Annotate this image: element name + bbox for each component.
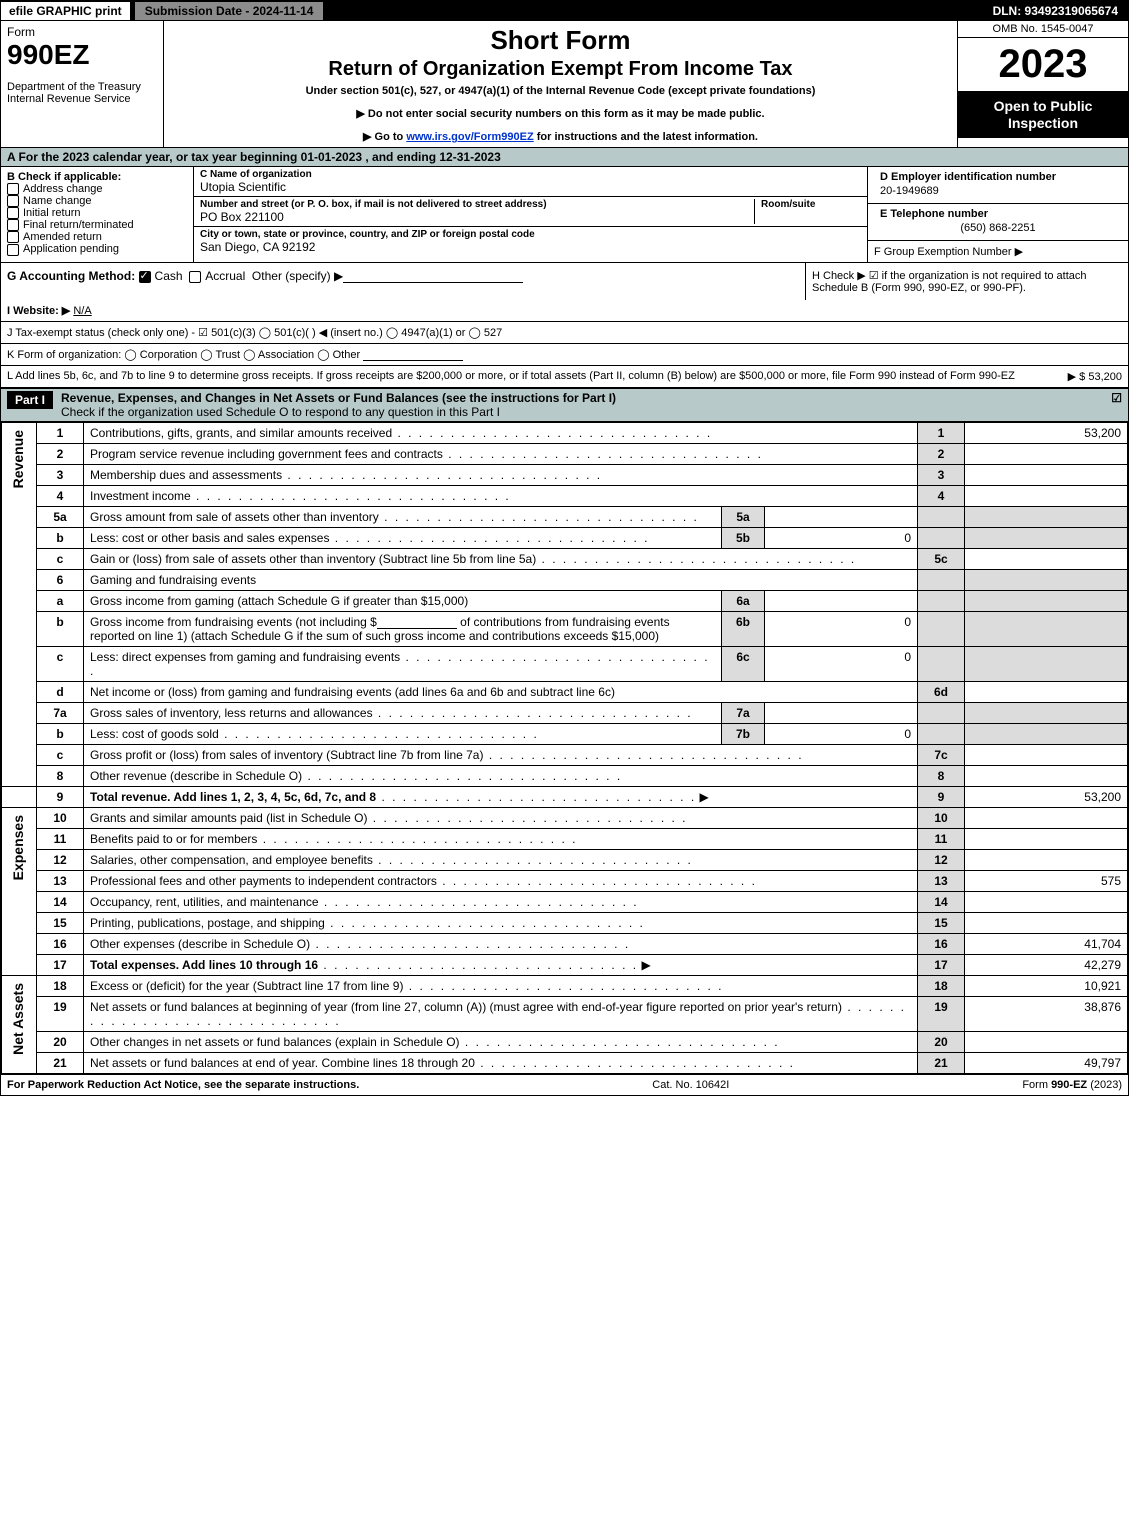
part1-checkbox[interactable]: ☑ bbox=[1111, 391, 1122, 405]
group-exemption: F Group Exemption Number ▶ bbox=[868, 241, 1128, 262]
b-initial-return[interactable]: Initial return bbox=[7, 207, 187, 219]
ssn-note: ▶ Do not enter social security numbers o… bbox=[172, 107, 949, 120]
phone-section: E Telephone number (650) 868-2251 bbox=[868, 204, 1128, 241]
section-l: L Add lines 5b, 6c, and 7b to line 9 to … bbox=[1, 366, 1128, 388]
form-number: 990EZ bbox=[7, 39, 157, 71]
tax-year: 2023 bbox=[958, 38, 1128, 92]
footer-catno: Cat. No. 10642I bbox=[359, 1079, 1022, 1091]
main-title: Return of Organization Exempt From Incom… bbox=[172, 58, 949, 81]
section-c: C Name of organization Utopia Scientific… bbox=[194, 167, 867, 262]
group-label: F Group Exemption Number ▶ bbox=[874, 246, 1023, 258]
header-left: Form 990EZ Department of the Treasury In… bbox=[1, 21, 164, 147]
street-label: Number and street (or P. O. box, if mail… bbox=[200, 199, 754, 210]
submission-date: Submission Date - 2024-11-14 bbox=[134, 1, 325, 21]
city-label: City or town, state or province, country… bbox=[200, 229, 861, 240]
g-h-row: G Accounting Method: Cash Accrual Other … bbox=[1, 263, 1128, 300]
b-label: B Check if applicable: bbox=[7, 171, 187, 183]
city-value: San Diego, CA 92192 bbox=[200, 240, 861, 254]
l-amount: ▶ $ 53,200 bbox=[1060, 370, 1122, 383]
irs-link[interactable]: www.irs.gov/Form990EZ bbox=[406, 131, 533, 143]
goto-pre: ▶ Go to bbox=[363, 131, 406, 143]
cash-checkbox[interactable] bbox=[139, 271, 151, 283]
section-g: G Accounting Method: Cash Accrual Other … bbox=[1, 263, 805, 300]
footer-formref: Form 990-EZ (2023) bbox=[1022, 1079, 1122, 1091]
l1-num: 1 bbox=[37, 423, 84, 444]
i-label: I Website: ▶ bbox=[7, 305, 70, 317]
g-label: G Accounting Method: bbox=[7, 269, 135, 283]
short-form-title: Short Form bbox=[172, 25, 949, 56]
6b-contrib-input[interactable] bbox=[377, 616, 457, 629]
org-name: Utopia Scientific bbox=[200, 180, 861, 194]
j-text: J Tax-exempt status (check only one) - ☑… bbox=[7, 327, 502, 339]
header-right: OMB No. 1545-0047 2023 Open to Public In… bbox=[957, 21, 1128, 147]
l1-amt: 53,200 bbox=[965, 423, 1128, 444]
part1-title: Revenue, Expenses, and Changes in Net As… bbox=[61, 391, 616, 405]
section-h: H Check ▶ ☑ if the organization is not r… bbox=[805, 263, 1128, 300]
l1-desc: Contributions, gifts, grants, and simila… bbox=[84, 423, 918, 444]
k-other-input[interactable] bbox=[363, 348, 463, 361]
expenses-vlabel: Expenses bbox=[2, 808, 37, 976]
omb-number: OMB No. 1545-0047 bbox=[958, 21, 1128, 38]
goto-note: ▶ Go to www.irs.gov/Form990EZ for instru… bbox=[172, 130, 949, 143]
b-address-change[interactable]: Address change bbox=[7, 183, 187, 195]
k-text: K Form of organization: ◯ Corporation ◯ … bbox=[7, 349, 360, 361]
dept-label: Department of the Treasury Internal Reve… bbox=[7, 81, 157, 105]
lines-table: Revenue 1 Contributions, gifts, grants, … bbox=[1, 422, 1128, 1074]
l-text: L Add lines 5b, 6c, and 7b to line 9 to … bbox=[7, 370, 1060, 383]
subtitle: Under section 501(c), 527, or 4947(a)(1)… bbox=[172, 85, 949, 97]
ein-label: D Employer identification number bbox=[874, 169, 1122, 185]
street-box: Number and street (or P. O. box, if mail… bbox=[194, 197, 867, 227]
revenue-vlabel: Revenue bbox=[2, 423, 37, 787]
section-b: B Check if applicable: Address change Na… bbox=[1, 167, 194, 262]
section-i: I Website: ▶ N/A bbox=[1, 300, 1128, 322]
section-j: J Tax-exempt status (check only one) - ☑… bbox=[1, 322, 1128, 344]
b-application-pending[interactable]: Application pending bbox=[7, 243, 187, 255]
form-wrapper: efile GRAPHIC print Submission Date - 20… bbox=[0, 0, 1129, 1096]
footer-left: For Paperwork Reduction Act Notice, see … bbox=[7, 1079, 359, 1091]
section-k: K Form of organization: ◯ Corporation ◯ … bbox=[1, 344, 1128, 366]
b-amended-return[interactable]: Amended return bbox=[7, 231, 187, 243]
phone-label: E Telephone number bbox=[874, 206, 1122, 222]
phone-value: (650) 868-2251 bbox=[874, 222, 1122, 238]
goto-post: for instructions and the latest informat… bbox=[534, 131, 758, 143]
netassets-vlabel: Net Assets bbox=[2, 976, 37, 1074]
top-bar: efile GRAPHIC print Submission Date - 20… bbox=[1, 1, 1128, 21]
website-value: N/A bbox=[73, 305, 91, 317]
org-info-row: B Check if applicable: Address change Na… bbox=[1, 167, 1128, 263]
form-word: Form bbox=[7, 25, 157, 39]
efile-label: efile GRAPHIC print bbox=[1, 2, 130, 20]
header-center: Short Form Return of Organization Exempt… bbox=[164, 21, 957, 147]
part1-checknote: Check if the organization used Schedule … bbox=[61, 405, 500, 419]
part1-header: Part I Revenue, Expenses, and Changes in… bbox=[1, 388, 1128, 422]
section-d-e-f: D Employer identification number 20-1949… bbox=[867, 167, 1128, 262]
b-final-return[interactable]: Final return/terminated bbox=[7, 219, 187, 231]
b-name-change[interactable]: Name change bbox=[7, 195, 187, 207]
l1-ln: 1 bbox=[918, 423, 965, 444]
dln-label: DLN: 93492319065674 bbox=[983, 2, 1128, 20]
part1-label: Part I bbox=[7, 391, 53, 409]
room-label: Room/suite bbox=[761, 199, 861, 210]
form-header: Form 990EZ Department of the Treasury In… bbox=[1, 21, 1128, 148]
h-text: H Check ▶ ☑ if the organization is not r… bbox=[812, 270, 1087, 294]
ein-value: 20-1949689 bbox=[874, 185, 1122, 201]
org-name-box: C Name of organization Utopia Scientific bbox=[194, 167, 867, 197]
org-name-label: C Name of organization bbox=[200, 169, 861, 180]
other-method-input[interactable] bbox=[343, 270, 523, 283]
open-inspection: Open to Public Inspection bbox=[958, 92, 1128, 138]
street-value: PO Box 221100 bbox=[200, 210, 754, 224]
accrual-checkbox[interactable] bbox=[189, 271, 201, 283]
page-footer: For Paperwork Reduction Act Notice, see … bbox=[1, 1074, 1128, 1095]
city-box: City or town, state or province, country… bbox=[194, 227, 867, 256]
section-a: A For the 2023 calendar year, or tax yea… bbox=[1, 148, 1128, 167]
ein-section: D Employer identification number 20-1949… bbox=[868, 167, 1128, 204]
